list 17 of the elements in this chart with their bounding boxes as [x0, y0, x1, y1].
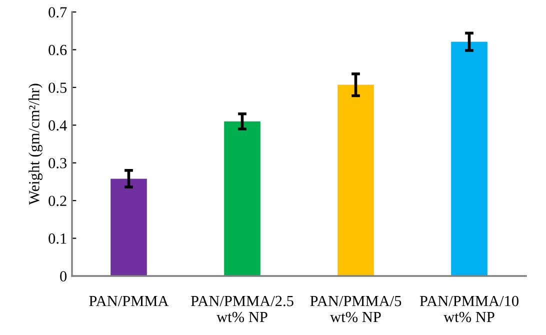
bar — [338, 84, 374, 276]
x-tick-label: PAN/PMMA/2.5 wt% NP — [190, 296, 294, 322]
y-tick-label: 0.7 — [48, 7, 67, 18]
y-tick-label: 0.3 — [48, 158, 67, 168]
x-tick-label: PAN/PMMA/10 wt% NP — [420, 296, 518, 322]
bar — [224, 121, 260, 276]
y-tick-label: 0.6 — [48, 44, 67, 56]
y-axis-title: Weight (gm/cm²/hr) — [28, 84, 42, 205]
x-tick-label: PAN/PMMA — [89, 296, 169, 306]
x-tick-label: PAN/PMMA/5 wt% NP — [310, 296, 402, 322]
y-tick-label: 0.1 — [48, 233, 66, 244]
y-tick-label: 0.4 — [48, 120, 67, 131]
y-tick-label: 0 — [60, 271, 67, 282]
bar — [451, 42, 488, 276]
y-tick-label: 0.5 — [48, 82, 67, 93]
bar — [110, 178, 147, 276]
y-tick-label: 0.2 — [48, 196, 66, 206]
